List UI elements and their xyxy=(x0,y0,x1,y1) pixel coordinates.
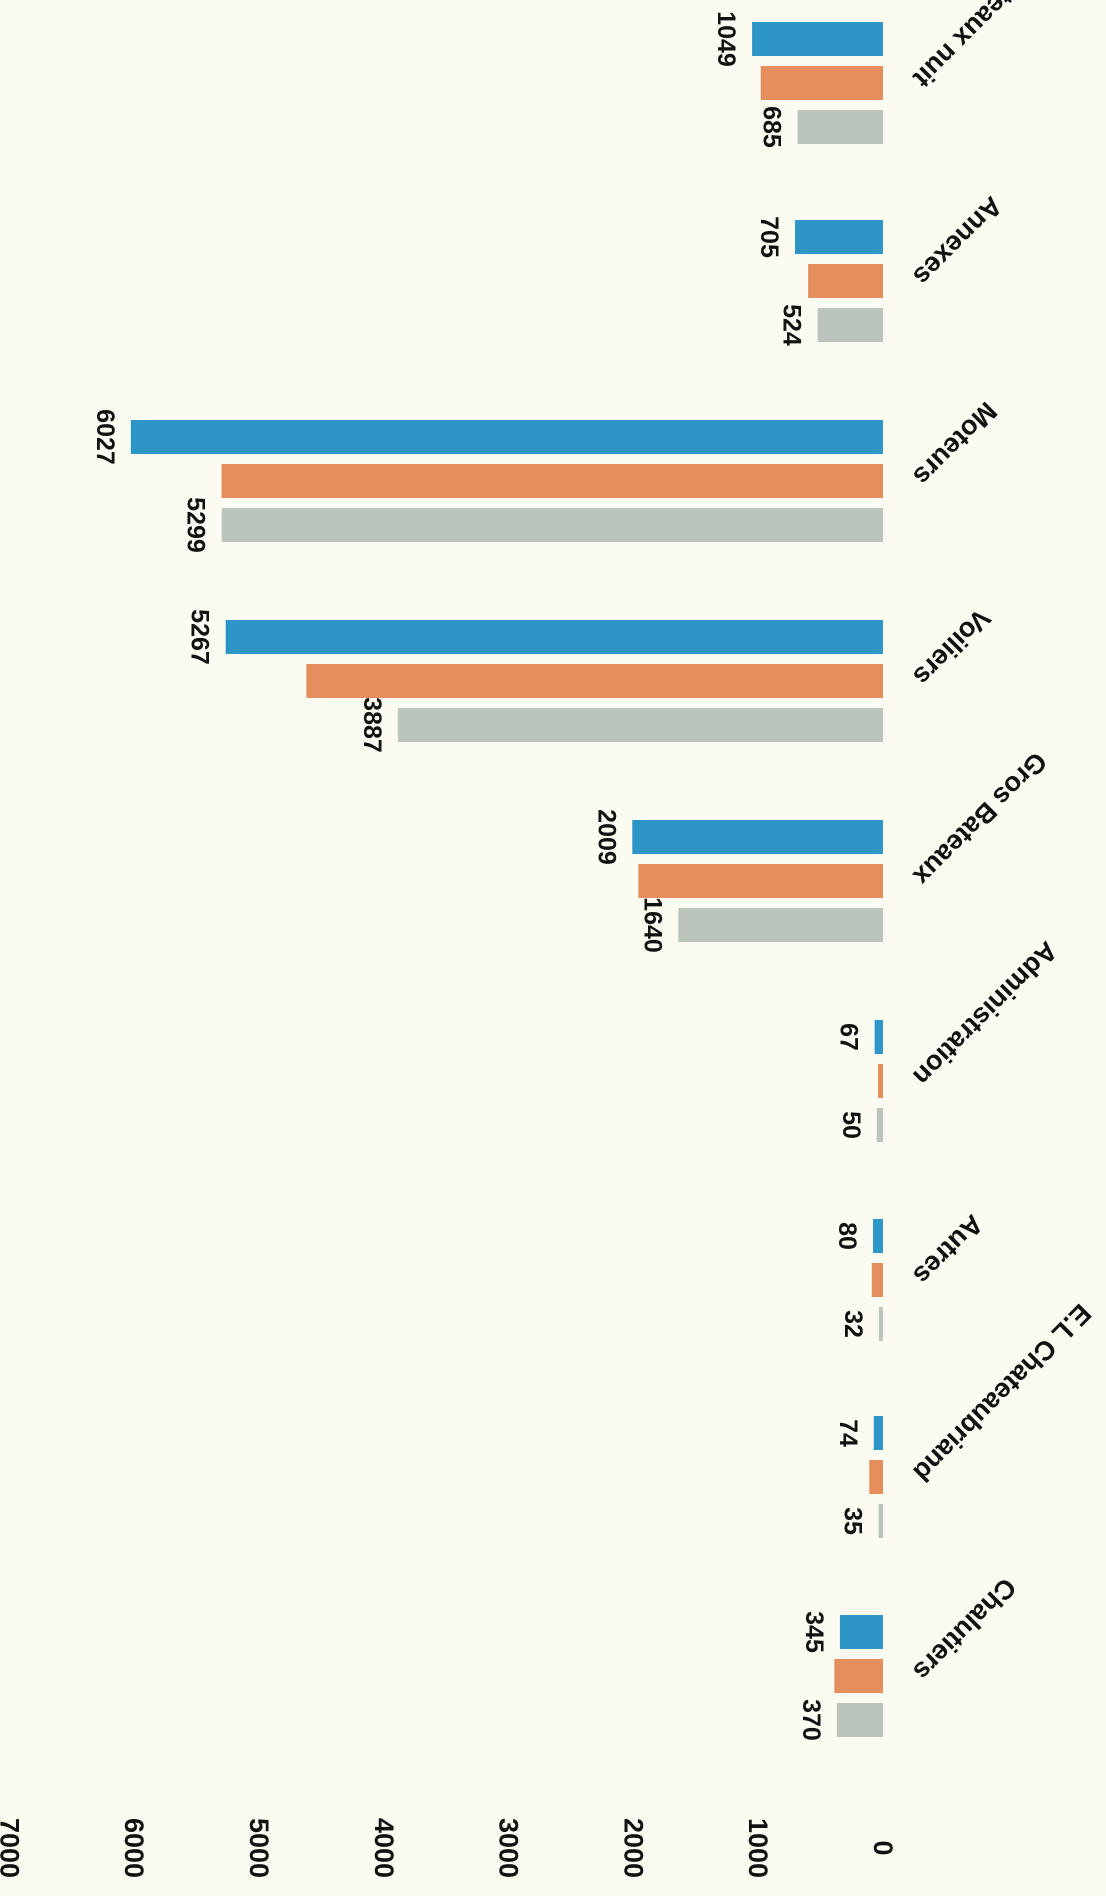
bar-e-l-chateaubriand-series-2 xyxy=(869,1460,883,1494)
value-label-moteurs-series-3: 5299 xyxy=(182,497,210,553)
value-label-bateaux-nuit-series-1: 1049 xyxy=(712,11,740,67)
y-tick-label-6000: 6000 xyxy=(119,1818,149,1878)
bar-chalutiers-series-2 xyxy=(834,1659,883,1693)
bar-administration-series-2 xyxy=(878,1064,883,1098)
bar-voiliers-series-1 xyxy=(225,620,883,654)
value-label-gros-bateaux-series-3: 1640 xyxy=(638,897,666,953)
value-label-chalutiers-series-1: 345 xyxy=(800,1611,828,1653)
bar-gros-bateaux-series-3 xyxy=(678,908,883,942)
y-tick-label-3000: 3000 xyxy=(494,1818,524,1878)
bar-autres-series-2 xyxy=(871,1263,883,1297)
value-label-e-l-chateaubriand-series-1: 74 xyxy=(834,1419,862,1447)
bar-administration-series-3 xyxy=(876,1108,883,1142)
bar-gros-bateaux-series-2 xyxy=(638,864,883,898)
bar-chalutiers-series-1 xyxy=(839,1615,883,1649)
value-label-voiliers-series-3: 3887 xyxy=(358,697,386,753)
y-axis-ticks: 0 1000 2000 3000 4000 5000 6000 7000 xyxy=(0,1818,898,1878)
y-tick-label-1000: 1000 xyxy=(743,1818,773,1878)
bar-bateaux-nuit-series-1 xyxy=(752,22,883,56)
category-label-bateaux-nuit: Bateaux nuit xyxy=(907,0,1043,94)
bar-voiliers-series-2 xyxy=(306,664,883,698)
bar-moteurs-series-3 xyxy=(221,508,883,542)
category-label-gros-bateaux: Gros Bateaux xyxy=(907,746,1052,891)
category-label-annexes: Annexes xyxy=(907,191,1008,292)
bar-voiliers-series-3 xyxy=(397,708,883,742)
bar-e-l-chateaubriand-series-1 xyxy=(873,1416,883,1450)
bar-moteurs-series-1 xyxy=(130,420,884,454)
bar-annexes-series-3 xyxy=(817,308,883,342)
category-label-moteurs: Moteurs xyxy=(907,396,1002,491)
value-label-administration-series-3: 50 xyxy=(837,1111,865,1139)
bar-e-l-chateaubriand-series-3 xyxy=(878,1504,883,1538)
value-label-annexes-series-1: 705 xyxy=(755,216,783,258)
y-tick-label-5000: 5000 xyxy=(244,1818,274,1878)
bar-annexes-series-1 xyxy=(795,220,883,254)
category-label-e-l-chateaubriand: E.L Chateaubriand xyxy=(907,1298,1097,1488)
data-labels: 345 370 74 35 80 32 67 50 2009 1640 5267 3887 6027 52… xyxy=(91,11,867,1741)
y-tick-label-2000: 2000 xyxy=(618,1818,648,1878)
bar-gros-bateaux-series-1 xyxy=(632,820,883,854)
value-label-gros-bateaux-series-1: 2009 xyxy=(592,809,620,865)
category-label-administration: Administration xyxy=(907,936,1063,1092)
bar-autres-series-1 xyxy=(873,1219,883,1253)
bar-moteurs-series-2 xyxy=(221,464,883,498)
bar-bateaux-nuit-series-3 xyxy=(797,110,883,144)
y-tick-label-0: 0 xyxy=(868,1840,898,1855)
bar-chalutiers-series-3 xyxy=(836,1703,883,1737)
bar-administration-series-1 xyxy=(874,1020,883,1054)
category-label-voiliers: Voiliers xyxy=(907,603,996,692)
category-label-chalutiers: Chalutiers xyxy=(907,1572,1022,1687)
bars xyxy=(130,22,884,1737)
bar-bateaux-nuit-series-2 xyxy=(760,66,883,100)
y-tick-label-4000: 4000 xyxy=(369,1818,399,1878)
value-label-moteurs-series-1: 6027 xyxy=(91,409,119,465)
value-label-administration-series-1: 67 xyxy=(835,1023,863,1051)
category-label-autres: Autres xyxy=(907,1209,989,1291)
value-label-e-l-chateaubriand-series-3: 35 xyxy=(839,1507,867,1535)
value-label-chalutiers-series-3: 370 xyxy=(797,1699,825,1741)
value-label-annexes-series-3: 524 xyxy=(778,304,806,346)
value-label-bateaux-nuit-series-3: 685 xyxy=(758,106,786,148)
bar-autres-series-3 xyxy=(879,1307,883,1341)
value-label-autres-series-1: 80 xyxy=(833,1222,861,1250)
value-label-voiliers-series-1: 5267 xyxy=(186,609,214,665)
y-tick-label-7000: 7000 xyxy=(0,1818,24,1878)
bar-annexes-series-2 xyxy=(808,264,883,298)
value-label-autres-series-3: 32 xyxy=(839,1310,867,1338)
